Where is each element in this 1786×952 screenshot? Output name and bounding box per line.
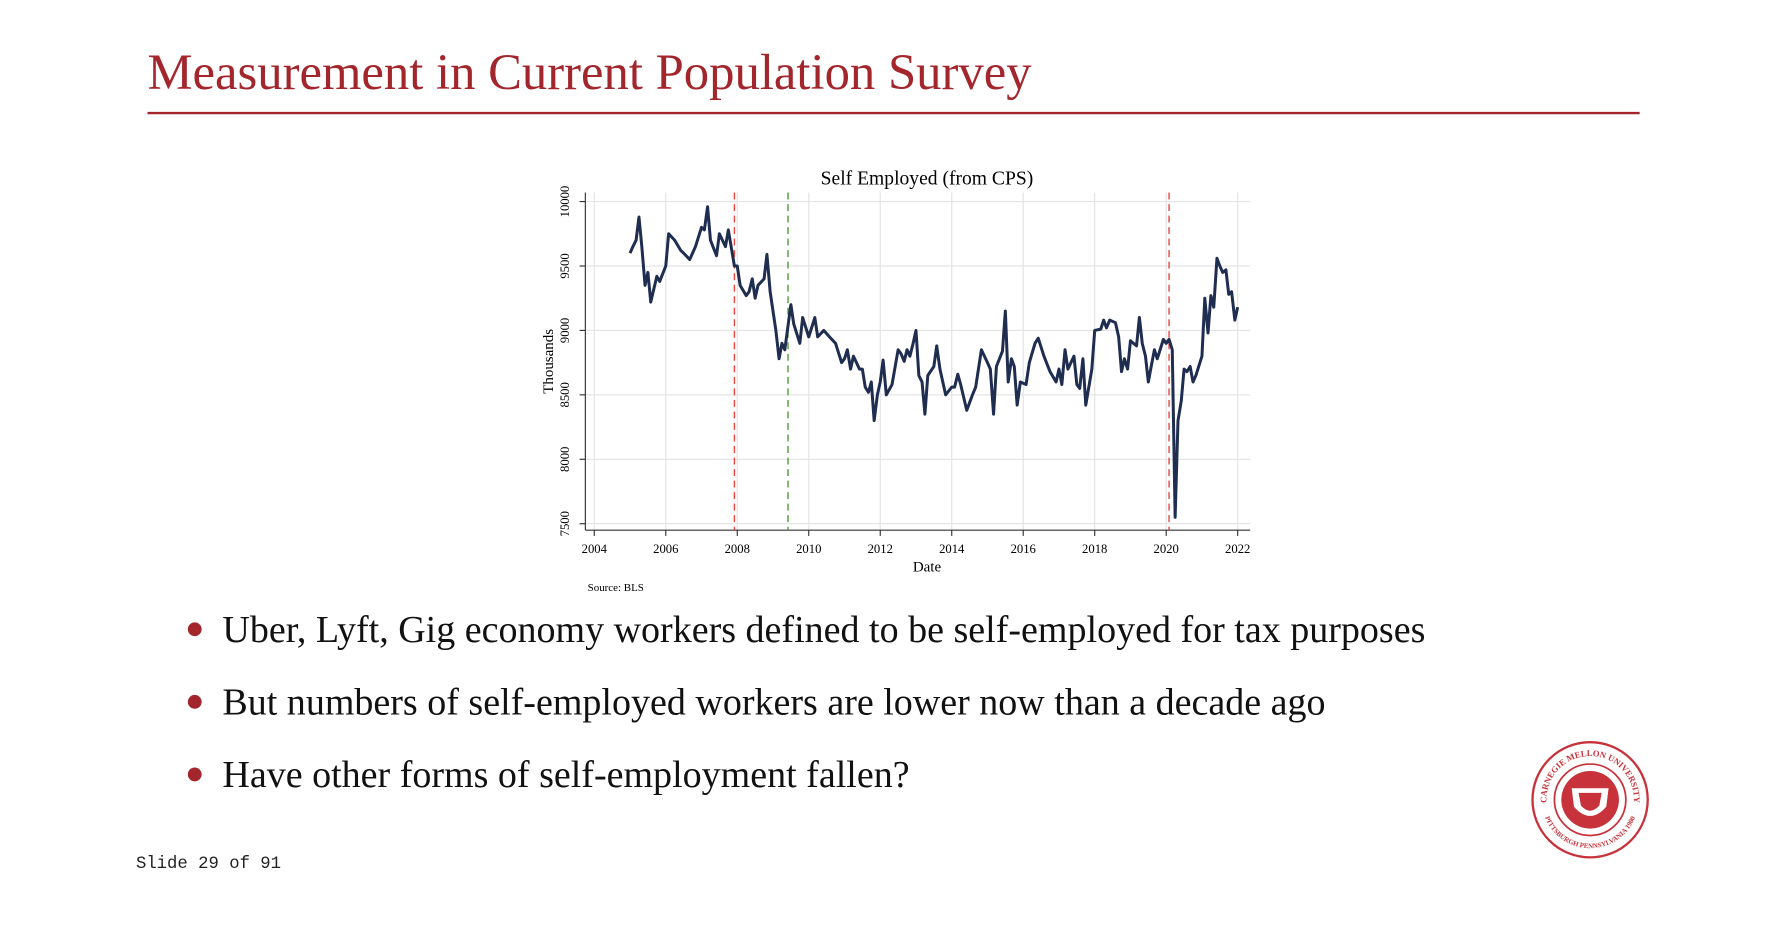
source-note: Source: BLS xyxy=(588,582,644,594)
bullet-dot xyxy=(187,622,202,637)
y-tick-label: 9500 xyxy=(558,253,572,278)
y-tick-label: 8000 xyxy=(558,447,572,472)
bullet-dot xyxy=(187,767,202,782)
bullet: Uber, Lyft, Gig economy workers defined … xyxy=(222,609,1425,651)
y-tick-label: 8500 xyxy=(558,382,572,407)
slide-title: Measurement in Current Population Survey xyxy=(147,44,1032,100)
x-tick-label: 2004 xyxy=(582,542,608,556)
chart: 7500 8000 8500 9000 9500 10000 2004 2006 2008 201… xyxy=(541,168,1250,594)
x-tick-label: 2014 xyxy=(939,542,965,556)
bullet: Have other forms of self-employment fall… xyxy=(222,754,909,796)
university-logo: CARNEGIE MELLON UNIVERSITY PITTSBURGH PE… xyxy=(1531,741,1649,859)
chart-title: Self Employed (from CPS) xyxy=(821,168,1034,189)
x-tick-label: 2008 xyxy=(725,542,750,556)
x-tick-label: 2022 xyxy=(1225,542,1250,556)
x-tick-label: 2010 xyxy=(796,542,821,556)
x-axis-label: Date xyxy=(913,560,942,576)
x-tick-label: 2012 xyxy=(868,542,893,556)
y-tick-label: 7500 xyxy=(558,511,572,536)
y-axis-label: Thousands xyxy=(541,329,557,394)
y-tick-label: 9000 xyxy=(558,318,572,343)
x-tick-label: 2006 xyxy=(653,542,678,556)
bullet-list: Uber, Lyft, Gig economy workers defined … xyxy=(187,609,1425,796)
bullet-dot xyxy=(187,694,202,709)
slide-number: Slide 29 of 91 xyxy=(136,855,281,874)
data-line xyxy=(628,205,1240,519)
y-tick-label: 10000 xyxy=(558,186,572,218)
x-tick-label: 2020 xyxy=(1154,542,1179,556)
bullet: But numbers of self-employed workers are… xyxy=(222,682,1325,724)
x-tick-label: 2016 xyxy=(1011,542,1036,556)
x-tick-label: 2018 xyxy=(1082,542,1107,556)
